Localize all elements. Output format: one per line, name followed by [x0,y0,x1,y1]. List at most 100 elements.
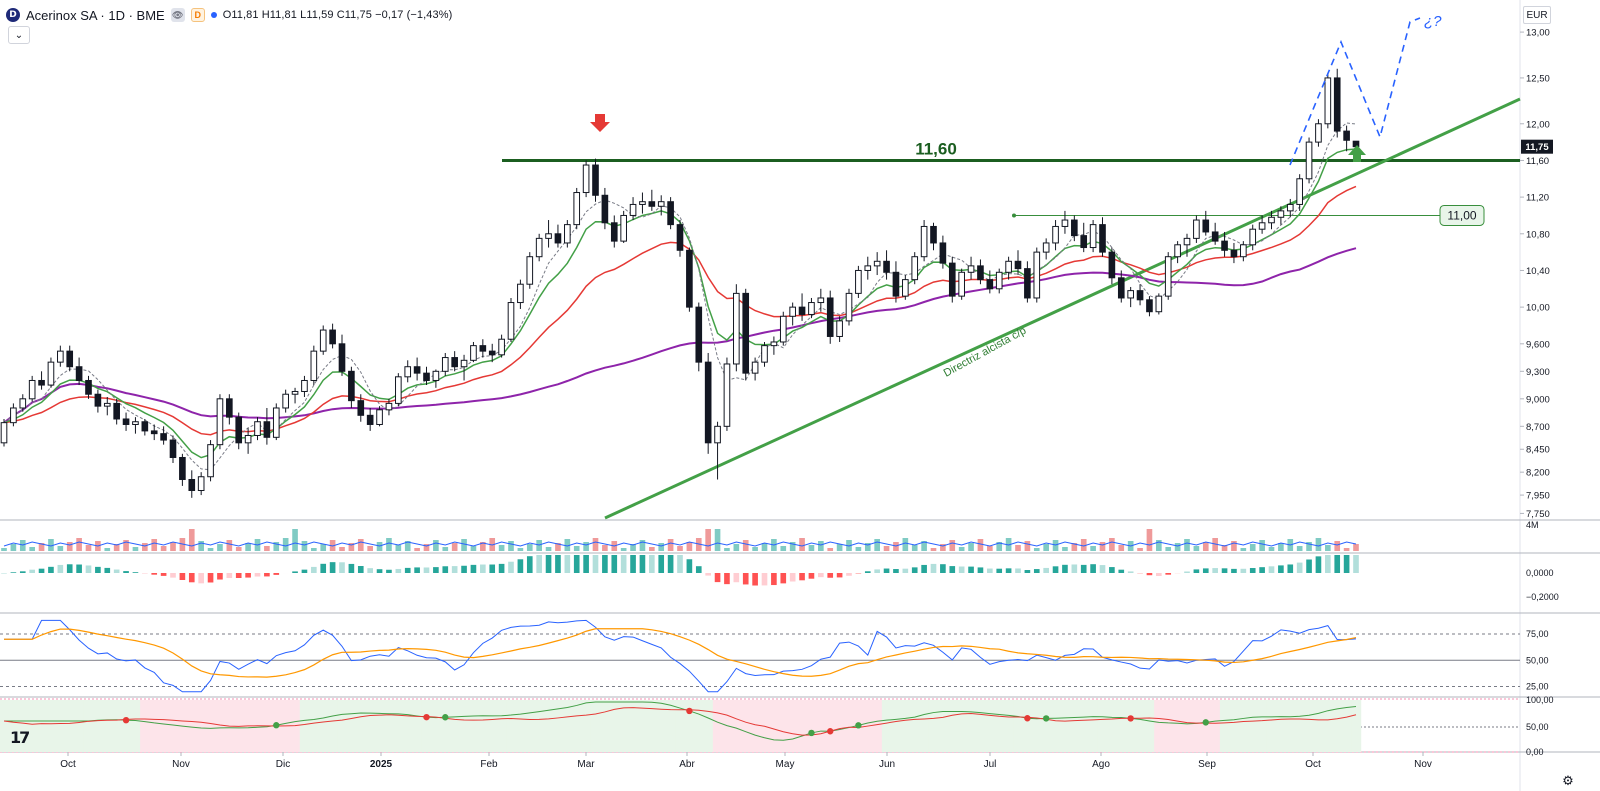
candle-body [28,379,36,400]
ema-slow-line [3,247,1357,424]
stoch-bg-band [1069,700,1080,752]
symbol-title[interactable]: Acerinox SA · 1D · BME [26,7,165,23]
data-delay-badge[interactable]: D [190,8,205,22]
macd-histogram-bar [846,573,852,576]
macd-histogram-bar [667,555,674,573]
volume-bar [451,543,458,551]
price-tick-label: 10,80 [1526,229,1550,240]
volume-bar [264,546,270,551]
candle-body [479,345,487,352]
candle-body [620,214,627,242]
candle-body [883,260,890,273]
macd-histogram-bar [611,555,618,573]
candle-body [1183,237,1191,246]
gear-icon[interactable]: ⚙ [1562,773,1574,789]
volume-bar [123,540,129,551]
volume-bar [320,544,327,551]
volume-bar [404,541,411,551]
volume-bar [667,539,674,551]
stoch-bg-band [637,700,648,752]
stoch-bg-band [1351,700,1362,752]
macd-histogram-bar [451,566,458,573]
macd-histogram-bar [1099,565,1106,573]
volume-bar [949,540,956,551]
macd-histogram-bar [1221,568,1228,573]
stoch-bg-band [844,700,855,752]
macd-histogram-bar [329,562,336,573]
macd-histogram-bar [1156,573,1162,576]
stoch-bg-band [506,700,517,752]
stoch-bg-band [74,700,85,752]
macd-histogram-bar [1118,569,1125,573]
time-tick-label: Oct [60,759,76,770]
macd-histogram-bar [264,573,270,577]
stoch-bg-band [947,700,958,752]
eye-icon[interactable]: 👁 [170,8,185,22]
volume-bar [1146,529,1153,551]
tradingview-logo[interactable]: 17 [10,728,30,747]
time-tick-label: Nov [1414,759,1432,770]
stoch-bg-band [0,700,10,752]
candle-body [94,393,102,407]
macd-histogram-bar [977,567,984,573]
macd-axis-label: −0,2000 [1526,592,1559,602]
volume-bar [1165,547,1172,551]
macd-histogram-bar [818,573,824,578]
macd-histogram-bar [1015,568,1021,573]
price-tick-label: 9,600 [1526,339,1550,350]
volume-bar [874,539,880,551]
candle-body [733,292,740,365]
macd-histogram-bar [695,566,702,573]
candle-body [1268,216,1275,224]
stoch-bg-band [393,700,404,752]
macd-histogram-bar [958,566,965,573]
stoch-bg-band [985,700,996,752]
candle-body [535,237,543,258]
volume-bar [10,544,17,551]
macd-histogram-bar [620,555,627,573]
macd-histogram-bar [357,566,364,573]
candle-body [103,402,111,407]
stoch-bg-band [750,700,761,752]
volume-bar [414,548,420,551]
stoch-bg-band [8,700,19,752]
stoch-bg-band [412,700,423,752]
volume-bar [292,529,298,551]
volume-bar [1015,545,1021,551]
stoch-bg-band [1116,700,1127,752]
macd-histogram-bar [395,568,402,573]
macd-histogram-bar [1353,555,1359,573]
stoch-bg-band [356,700,366,752]
stoch-bg-band [27,700,38,752]
volume-bar [1156,540,1162,551]
stoch-bg-band [834,700,845,752]
volume-bar [517,548,524,551]
candle-body [723,363,731,427]
macd-histogram-bar [48,566,54,573]
candle-body [582,164,590,194]
macd-histogram-bar [301,569,308,573]
candle-body [1324,77,1332,125]
volume-bar [1306,542,1312,551]
candle-body [939,242,947,264]
currency-selector[interactable]: EUR [1523,6,1551,24]
candle-body [1352,140,1360,148]
stoch-bg-band [1341,700,1352,752]
stoch-bg-band [797,700,808,752]
collapse-legend-button[interactable]: ⌄ [8,26,30,44]
projection-path [1289,17,1421,166]
volume-bar [958,547,965,551]
candle-body [1202,219,1210,233]
candle-body [930,225,937,244]
stoch-bg-band [205,700,216,752]
stoch-bg-band [515,700,526,752]
macd-histogram-bar [245,573,251,578]
volume-bar [658,543,665,551]
candle-body [404,366,412,378]
macd-histogram-bar [1240,568,1247,573]
macd-histogram-bar [799,573,805,581]
volume-bar [1268,547,1275,551]
price-tick-label: 11,20 [1526,193,1549,204]
candle-body [207,444,214,478]
